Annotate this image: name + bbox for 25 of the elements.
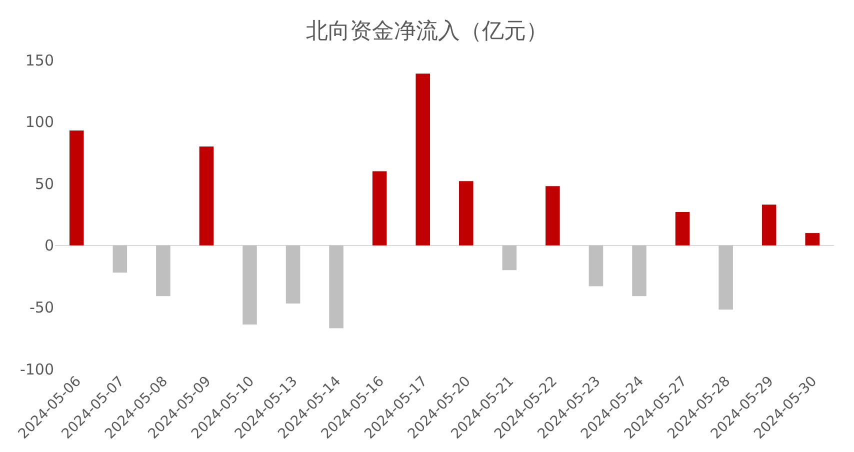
bar [675, 212, 690, 246]
bar [546, 186, 560, 246]
bar [199, 146, 214, 246]
bar [416, 74, 430, 246]
chart-title: 北向资金净流入（亿元） [306, 19, 548, 44]
y-tick-label: 0 [44, 236, 54, 255]
bar [459, 181, 474, 246]
bar [70, 130, 84, 246]
bar [286, 245, 300, 304]
bar [632, 245, 646, 296]
bar [156, 245, 170, 296]
bar [242, 245, 257, 324]
bar [372, 171, 387, 246]
y-tick-label: -50 [30, 298, 54, 316]
bar [718, 245, 733, 310]
y-tick-label: 50 [34, 174, 54, 193]
bar [805, 233, 820, 246]
bar [588, 245, 604, 286]
bar [762, 204, 776, 246]
y-tick-label: 150 [25, 51, 54, 70]
y-tick-label: -100 [20, 360, 54, 378]
bar [502, 245, 517, 270]
bar [112, 245, 128, 273]
bar [329, 245, 344, 328]
y-tick-label: 100 [25, 113, 54, 132]
